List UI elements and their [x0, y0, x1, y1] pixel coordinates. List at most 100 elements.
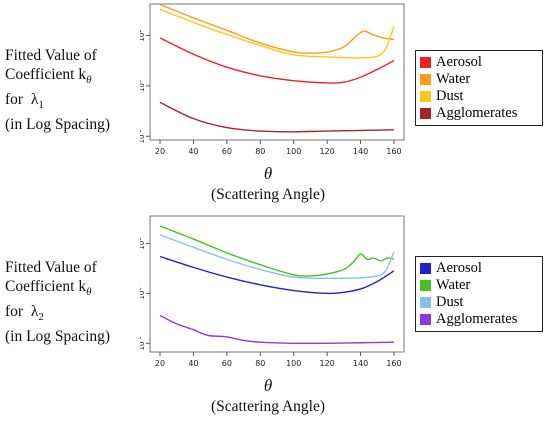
line-plot-1: 2040608010012014016010210010-2: [140, 3, 405, 156]
y-tick-exponent: 3: [140, 237, 143, 241]
y-tick-exponent: 1: [140, 287, 143, 291]
legend-swatch: [420, 314, 431, 325]
y-axis-label-2: Fitted Value of Coefficient kθ for λ2 (i…: [5, 258, 140, 346]
plot-frame: [149, 215, 405, 353]
x-tick-label: 100: [286, 147, 301, 156]
plot-frame: [149, 3, 405, 141]
x-tick-label: 40: [188, 359, 198, 368]
legend-1: Aerosol Water Dust Agglomerates: [415, 50, 543, 126]
y-label-line: (in Log Spacing): [5, 328, 111, 346]
x-axis-label-1: θ (Scattering Angle): [148, 164, 388, 204]
legend-label: Agglomerates: [436, 105, 518, 121]
y-tick-label: 103: [140, 237, 146, 250]
x-tick-label: 120: [319, 147, 334, 156]
y-tick-base: 10: [140, 135, 146, 144]
y-tick-base: 10: [140, 83, 146, 92]
x-tick-label: 20: [155, 147, 165, 156]
legend-swatch: [420, 297, 431, 308]
y-label-subscript: 2: [38, 311, 44, 324]
legend-label: Water: [436, 71, 471, 87]
series-line-water: [159, 225, 395, 277]
legend-swatch: [420, 57, 431, 68]
series-line-agglomerates: [159, 101, 394, 133]
svg-text:101: 101: [140, 287, 146, 299]
x-tick-label: 40: [188, 147, 198, 156]
y-tick-base: 10: [140, 342, 146, 351]
legend-item-water: Water: [420, 277, 538, 294]
legend-swatch: [420, 108, 431, 119]
x-tick-label: 140: [353, 147, 368, 156]
line-plot-2: 2040608010012014016010310110-1: [140, 215, 405, 368]
legend-swatch: [420, 280, 431, 291]
legend-item-dust: Dust: [420, 88, 538, 105]
x-axis-label-2: θ (Scattering Angle): [148, 376, 388, 416]
series-line-water: [159, 3, 395, 54]
legend-label: Aerosol: [436, 260, 482, 276]
x-tick-label: 80: [255, 359, 265, 368]
legend-item-water: Water: [420, 71, 538, 88]
legend-label: Dust: [436, 88, 464, 104]
x-axis-title: (Scattering Angle): [210, 186, 326, 203]
legend-label: Aerosol: [436, 54, 482, 70]
legend-item-aerosol: Aerosol: [420, 260, 538, 277]
x-tick-label: 120: [319, 359, 334, 368]
legend-label: Dust: [436, 294, 464, 310]
y-tick-exponent: -2: [140, 129, 143, 134]
y-tick-label: 10-1: [140, 336, 146, 350]
chart-panel-2: Fitted Value of Coefficient kθ for λ2 (i…: [0, 212, 550, 424]
x-tick-label: 60: [222, 359, 232, 368]
y-tick-base: 10: [140, 33, 146, 42]
series-line-aerosol: [159, 37, 395, 84]
legend-swatch: [420, 91, 431, 102]
y-label-subscript: θ: [86, 286, 92, 299]
legend-swatch: [420, 74, 431, 85]
x-axis-symbol: θ: [263, 376, 273, 395]
y-tick-exponent: -1: [140, 336, 143, 341]
y-tick-base: 10: [140, 241, 146, 250]
legend-label: Water: [436, 277, 471, 293]
y-tick-label: 10-2: [140, 129, 146, 143]
legend-item-agglomerates: Agglomerates: [420, 311, 538, 328]
y-label-subscript: θ: [86, 74, 92, 87]
svg-text:100: 100: [140, 79, 146, 92]
y-tick-exponent: 0: [140, 79, 143, 83]
legend-swatch: [420, 263, 431, 274]
svg-text:103: 103: [140, 237, 146, 250]
svg-text:10-2: 10-2: [140, 129, 146, 143]
y-tick-base: 10: [140, 291, 146, 300]
series-line-aerosol: [159, 255, 395, 295]
x-tick-label: 160: [386, 359, 401, 368]
y-label-subscript: 1: [38, 99, 44, 112]
legend-2: Aerosol Water Dust Agglomerates: [415, 256, 543, 332]
svg-text:102: 102: [140, 29, 146, 41]
x-tick-label: 160: [386, 147, 401, 156]
series-line-dust: [159, 8, 395, 59]
series-line-agglomerates: [159, 314, 394, 345]
y-label-line: Coefficient k: [5, 278, 87, 295]
y-tick-label: 102: [140, 29, 146, 41]
y-tick-exponent: 2: [140, 29, 143, 33]
y-tick-label: 101: [140, 287, 146, 299]
y-axis-label-1: Fitted Value of Coefficient kθ for λ1 (i…: [5, 46, 140, 134]
legend-label: Agglomerates: [436, 311, 518, 327]
x-tick-label: 140: [353, 359, 368, 368]
y-tick-label: 100: [140, 79, 146, 92]
y-label-line: Coefficient k: [5, 66, 87, 83]
x-tick-label: 80: [255, 147, 265, 156]
x-tick-label: 60: [222, 147, 232, 156]
y-label-line: Fitted Value of: [5, 259, 97, 276]
x-axis-title: (Scattering Angle): [210, 398, 326, 415]
chart-panel-1: Fitted Value of Coefficient kθ for λ1 (i…: [0, 0, 550, 212]
svg-text:10-1: 10-1: [140, 336, 146, 350]
y-label-line: for λ: [5, 303, 39, 321]
x-axis-symbol: θ: [263, 164, 273, 183]
x-tick-label: 20: [155, 359, 165, 368]
legend-item-dust: Dust: [420, 294, 538, 311]
y-label-line: (in Log Spacing): [5, 116, 111, 134]
legend-item-agglomerates: Agglomerates: [420, 105, 538, 122]
y-label-line: Fitted Value of: [5, 47, 97, 64]
legend-item-aerosol: Aerosol: [420, 54, 538, 71]
y-label-line: for λ: [5, 91, 39, 109]
x-tick-label: 100: [286, 359, 301, 368]
series-line-dust: [159, 234, 395, 280]
